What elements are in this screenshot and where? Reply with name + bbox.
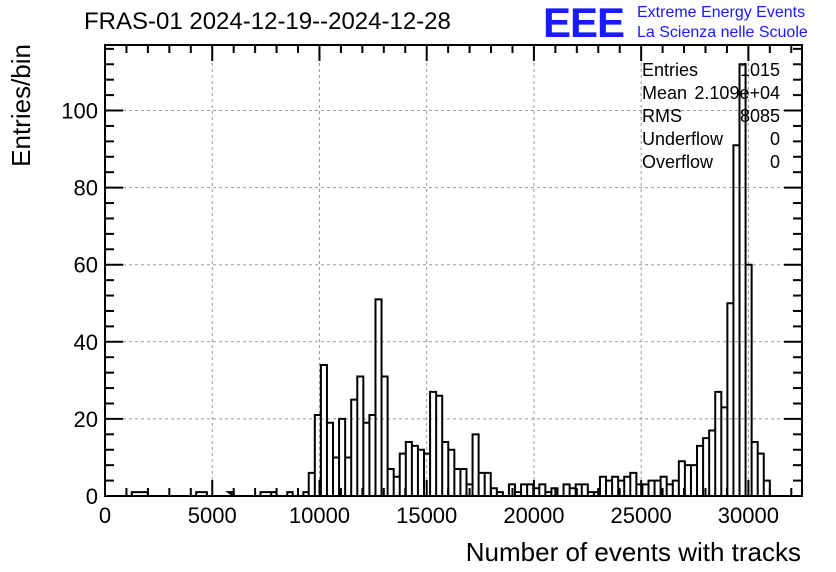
stat-label: Underflow — [642, 129, 724, 149]
x-tick-label: 10000 — [289, 503, 350, 528]
stat-value: 0 — [769, 152, 780, 172]
y-axis-label: Entries/bin — [6, 44, 36, 167]
histogram-series — [105, 63, 802, 497]
stat-value: 8085 — [739, 106, 780, 126]
y-tick-label: 0 — [86, 484, 98, 509]
y-tick-label: 100 — [61, 99, 98, 124]
x-tick-label: 30000 — [718, 503, 779, 528]
y-tick-label: 40 — [74, 330, 98, 355]
y-tick-label: 60 — [74, 253, 98, 278]
x-tick-label: 20000 — [503, 503, 564, 528]
plot-frame — [104, 44, 803, 497]
x-tick-label: 25000 — [611, 503, 672, 528]
stat-row-mean: Mean 2.109e+04 — [642, 82, 780, 105]
x-axis-label: Number of events with tracks — [466, 537, 801, 567]
stat-row-rms: RMS 8085 — [642, 105, 780, 128]
y-tick-label: 20 — [74, 407, 98, 432]
stat-value: 2.109e+04 — [694, 83, 780, 103]
eee-logo: EEE — [543, 0, 625, 46]
plot-title: FRAS-01 2024-12-19--2024-12-28 — [84, 8, 451, 35]
stat-row-underflow: Underflow 0 — [642, 128, 780, 151]
x-tick-label: 5000 — [188, 503, 237, 528]
x-tick-label: 15000 — [396, 503, 457, 528]
stat-label: Mean — [642, 83, 688, 103]
stat-row-overflow: Overflow 0 — [642, 151, 780, 174]
stat-row-entries: Entries 1015 — [642, 59, 780, 82]
stat-value: 0 — [769, 129, 780, 149]
logo-line-2: La Scienza nelle Scuole — [637, 24, 808, 41]
stat-label: Overflow — [642, 152, 714, 172]
y-tick-label: 80 — [74, 176, 98, 201]
stat-value: 1015 — [739, 60, 780, 80]
stats-box: Entries 1015 Mean 2.109e+04 RMS 8085 Und… — [642, 59, 780, 174]
x-tick-label: 0 — [99, 503, 111, 528]
logo-line-1: Extreme Energy Events — [637, 4, 806, 21]
stat-label: Entries — [642, 60, 699, 80]
stat-label: RMS — [642, 106, 682, 126]
